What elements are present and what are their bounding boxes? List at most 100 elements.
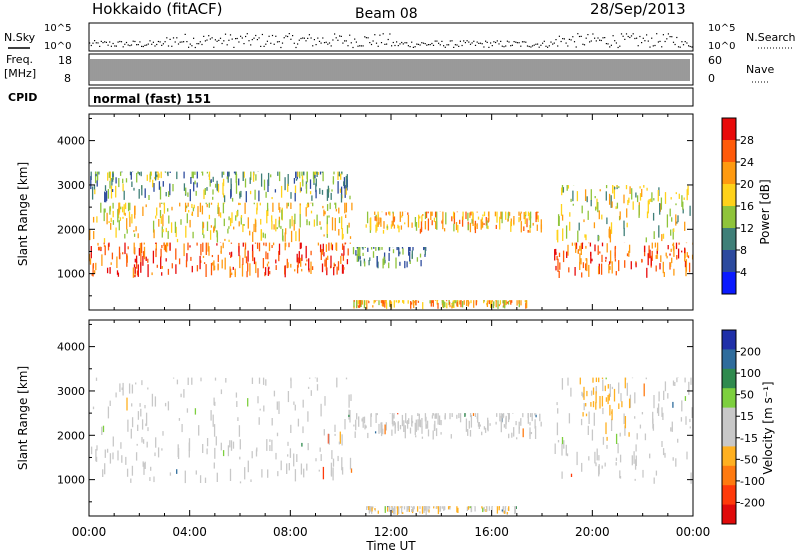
nsky-point xyxy=(474,44,477,46)
nsky-point xyxy=(691,46,693,48)
nsky-point xyxy=(642,37,644,39)
nsky-point xyxy=(335,37,337,39)
nsky-point xyxy=(238,41,240,43)
nsky-point xyxy=(357,45,359,47)
nsky-point xyxy=(99,45,101,47)
nsky-point xyxy=(365,37,367,39)
nsky-point xyxy=(523,41,525,43)
nsky-point xyxy=(281,42,284,44)
nsky-point xyxy=(130,44,133,46)
nsky-point xyxy=(652,45,654,47)
nsky-point xyxy=(550,41,552,43)
nsky-point xyxy=(560,40,562,43)
nsky-point xyxy=(538,46,540,48)
nsky-point xyxy=(386,43,388,45)
nsky-point xyxy=(387,38,389,41)
nsky-point xyxy=(157,40,159,43)
nsky-point xyxy=(198,43,200,45)
nsky-point xyxy=(125,41,128,44)
nsky-point xyxy=(438,42,440,44)
nsky-point xyxy=(518,42,520,44)
nsky-point xyxy=(245,35,247,38)
nsky-point xyxy=(142,45,144,48)
nsky-point xyxy=(582,43,584,45)
nsky-point xyxy=(528,45,530,48)
velocity-colorbar-tick-label: 15 xyxy=(740,410,754,423)
nsky-point xyxy=(201,43,203,46)
nsky-point xyxy=(646,34,648,36)
nsky-point xyxy=(396,41,398,43)
power-colorbar-swatch xyxy=(722,118,736,141)
nsky-point xyxy=(407,45,409,47)
nsky-point xyxy=(503,46,505,48)
nsky-point xyxy=(548,45,550,47)
nsky-point xyxy=(479,42,482,44)
nsky-point xyxy=(323,42,326,44)
nsky-point xyxy=(449,40,451,42)
nsky-point xyxy=(443,45,445,47)
nsky-point xyxy=(392,41,394,44)
power-colorbar-tick-label: 28 xyxy=(740,134,754,147)
velocity-colorbar-frame xyxy=(721,329,737,525)
power-colorbar-swatch xyxy=(722,228,736,251)
nsky-point xyxy=(261,33,263,36)
velocity-colorbar-label: Velocity [m s⁻¹] xyxy=(761,381,775,474)
nsky-point xyxy=(688,45,690,47)
velocity-panel: 1000 2000 3000 4000 Slant Range [km] xyxy=(16,319,694,517)
nsky-point xyxy=(562,38,564,40)
nsky-point xyxy=(609,46,611,48)
nsky-point xyxy=(287,35,289,38)
freq-label-line2: [MHz] xyxy=(4,67,36,80)
nsky-point xyxy=(295,46,297,49)
nsky-point xyxy=(446,44,448,46)
nsky-point xyxy=(246,33,248,35)
power-colorbar-swatch xyxy=(722,206,736,229)
nsky-point xyxy=(340,35,342,37)
nsky-point xyxy=(542,42,544,44)
nave-tick-60: 60 xyxy=(708,54,722,67)
nave-label: Nave xyxy=(746,63,774,76)
velocity-colorbar-swatch xyxy=(722,504,736,525)
nsky-point xyxy=(625,33,628,35)
nsky-point xyxy=(144,44,146,46)
nsky-point xyxy=(208,35,210,37)
nsky-point xyxy=(127,44,129,46)
velocity-colorbar-swatch xyxy=(722,388,736,409)
nsky-point xyxy=(350,42,352,44)
nsky-point xyxy=(115,45,117,47)
nsky-point xyxy=(401,41,403,44)
nsky-point xyxy=(537,43,539,45)
time-axis-label: Time UT xyxy=(365,539,416,553)
nsky-point xyxy=(681,41,683,43)
nsky-point xyxy=(344,40,346,42)
nsky-point xyxy=(193,37,195,39)
nsky-point xyxy=(632,33,634,35)
nsky-point xyxy=(265,43,267,45)
power-ylabel: Slant Range [km] xyxy=(16,162,30,266)
nsky-point xyxy=(647,40,649,42)
nsky-point xyxy=(226,44,228,46)
nsky-point xyxy=(337,39,339,41)
nave-tick-0: 0 xyxy=(708,72,715,85)
nsky-point xyxy=(686,42,688,44)
freq-nave-series xyxy=(90,59,690,81)
nsky-point xyxy=(90,44,92,47)
power-panel-frame xyxy=(88,113,694,311)
nsky-point xyxy=(552,43,554,45)
y-tick-label: 1000 xyxy=(57,268,85,281)
nsky-point xyxy=(260,45,262,47)
nsky-point xyxy=(349,34,351,36)
nsky-point xyxy=(360,45,362,47)
nsky-point xyxy=(607,43,609,45)
velocity-colorbar-swatch xyxy=(722,368,736,389)
nsky-point xyxy=(432,44,435,46)
nsky-point xyxy=(615,42,617,44)
nsky-point xyxy=(466,40,468,42)
cpid-strip-frame xyxy=(88,87,694,107)
nsky-point xyxy=(602,37,604,39)
nsky-point xyxy=(664,40,666,43)
beam-title: Beam 08 xyxy=(355,6,418,22)
nsky-point xyxy=(422,42,425,44)
x-tick-label: 16:00 xyxy=(474,525,509,539)
nsky-point xyxy=(322,37,324,39)
